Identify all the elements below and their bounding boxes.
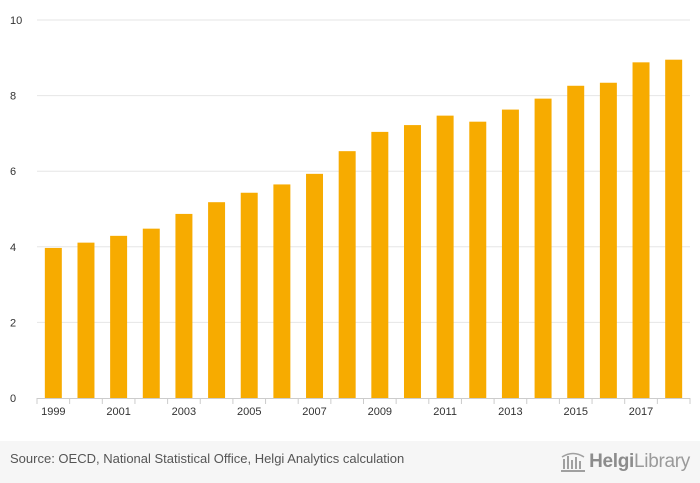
x-tick-label: 2001 [106,406,130,418]
x-tick-label: 2005 [237,406,261,418]
bar-2006[interactable] [273,184,291,398]
bar-2000[interactable] [77,242,95,398]
y-axis-ticks: 0 2 4 6 8 10 [10,15,22,405]
bar-chart: 0 2 4 6 8 10 1999 2001 2003 2005 2007 2009 2011 2013… [10,15,691,418]
bar-2015[interactable] [567,85,585,398]
logo-text-bold: Helgi [589,451,635,472]
helgi-library-logo[interactable]: HelgiLibrary [560,447,690,477]
x-tick-label: 2003 [172,406,196,418]
gridlines [37,19,690,323]
x-tick-label: 2017 [629,406,653,418]
bar-2012[interactable] [469,121,487,398]
x-tick-label: 1999 [41,406,65,418]
bar-2009[interactable] [371,131,389,398]
y-tick-label: 4 [10,242,16,254]
y-tick-label: 6 [10,166,16,178]
bar-2002[interactable] [142,228,160,398]
bar-2011[interactable] [436,115,454,398]
x-tick-label: 2009 [368,406,392,418]
x-axis-ticks: 1999 2001 2003 2005 2007 2009 2011 2013 2015 2017 [36,398,691,418]
bar-2013[interactable] [501,109,519,398]
y-tick-label: 2 [10,317,16,329]
bar-1999[interactable] [44,247,62,398]
x-tick-label: 2013 [498,406,522,418]
bar-2008[interactable] [338,151,356,398]
footer: Source: OECD, National Statistical Offic… [0,441,700,483]
bar-2016[interactable] [599,82,617,399]
x-tick-label: 2007 [302,406,326,418]
bar-2007[interactable] [306,173,324,398]
bar-2014[interactable] [534,98,552,399]
bars [44,59,683,399]
y-tick-label: 8 [10,91,16,103]
bar-2010[interactable] [403,125,421,399]
bar-2004[interactable] [208,202,226,398]
y-tick-label: 0 [10,393,16,405]
x-tick-label: 2011 [433,406,457,418]
bar-2018[interactable] [665,59,683,398]
bar-2003[interactable] [175,213,193,398]
bar-2005[interactable] [240,192,258,398]
x-tick-label: 2015 [563,406,587,418]
bar-2017[interactable] [632,62,650,398]
bar-2001[interactable] [110,235,128,398]
y-tick-label: 10 [10,15,22,27]
logo-text-rest: Library [634,451,690,472]
library-building-icon [561,452,586,472]
source-note: Source: OECD, National Statistical Offic… [10,451,405,466]
logo-text: HelgiLibrary [589,451,690,473]
